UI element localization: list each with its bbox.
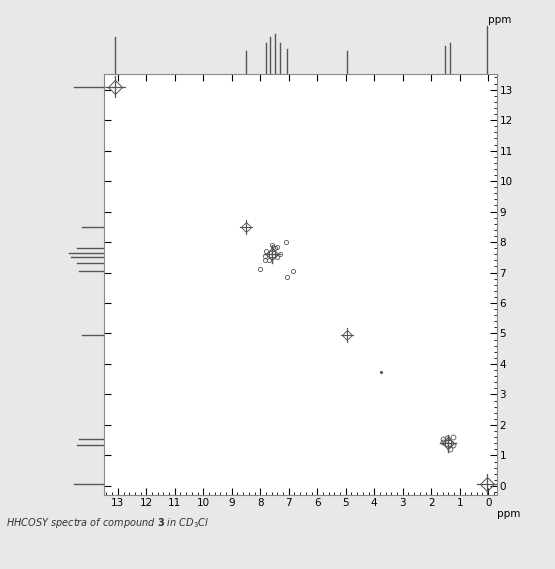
Text: ppm: ppm xyxy=(488,15,511,25)
Text: ppm: ppm xyxy=(497,509,520,519)
Text: HHCOSY spectra of compound $\mathbf{3}$ in CD$_3$Cl: HHCOSY spectra of compound $\mathbf{3}$ … xyxy=(6,516,209,530)
